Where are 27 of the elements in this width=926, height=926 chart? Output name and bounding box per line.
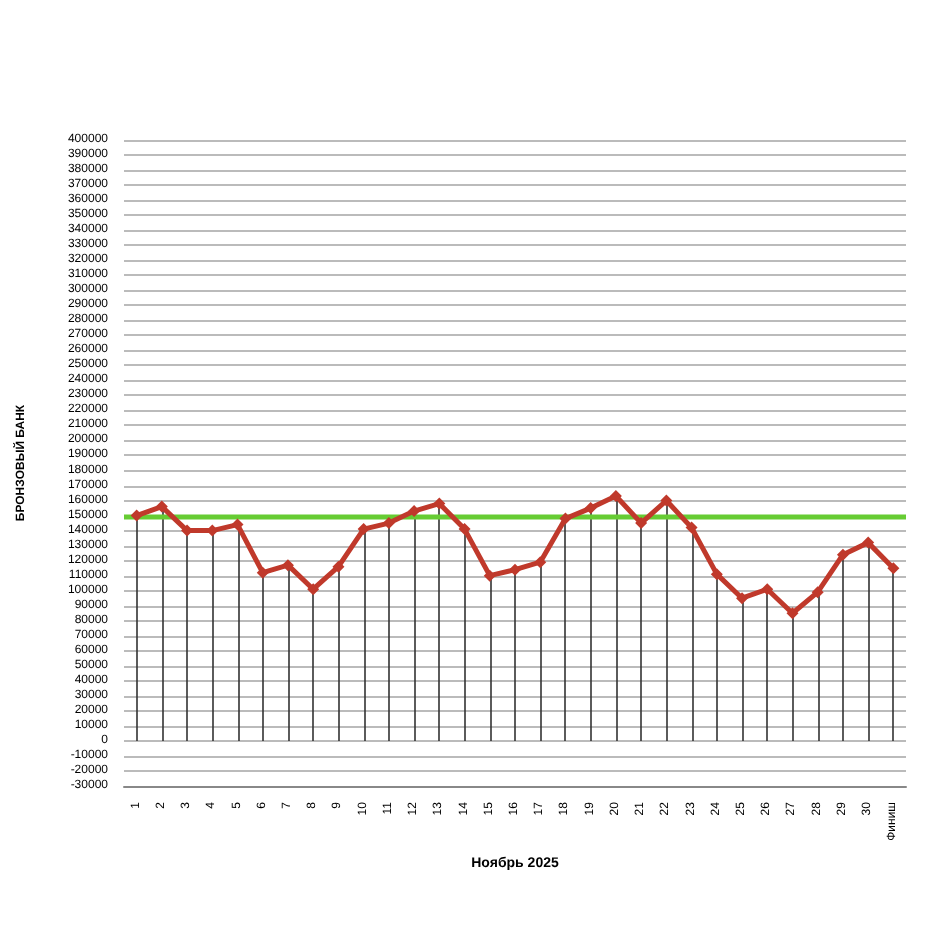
- point: [433, 497, 446, 510]
- point: [231, 518, 244, 531]
- point: [761, 583, 774, 596]
- point: [130, 509, 143, 522]
- point: [736, 592, 749, 605]
- point: [786, 607, 799, 620]
- point: [155, 500, 168, 513]
- point: [281, 559, 294, 572]
- point: [635, 517, 648, 530]
- point: [609, 490, 622, 503]
- point: [483, 569, 496, 582]
- point: [836, 548, 849, 561]
- point: [534, 556, 547, 569]
- point: [887, 562, 900, 575]
- point: [559, 512, 572, 525]
- point: [458, 523, 471, 536]
- point: [357, 523, 370, 536]
- point: [584, 502, 597, 515]
- point: [710, 568, 723, 581]
- point: [862, 536, 875, 549]
- point: [256, 566, 269, 579]
- point: [685, 521, 698, 534]
- point: [332, 560, 345, 573]
- point: [509, 563, 521, 576]
- point: [660, 494, 673, 507]
- point: [811, 586, 824, 599]
- point: [307, 583, 320, 596]
